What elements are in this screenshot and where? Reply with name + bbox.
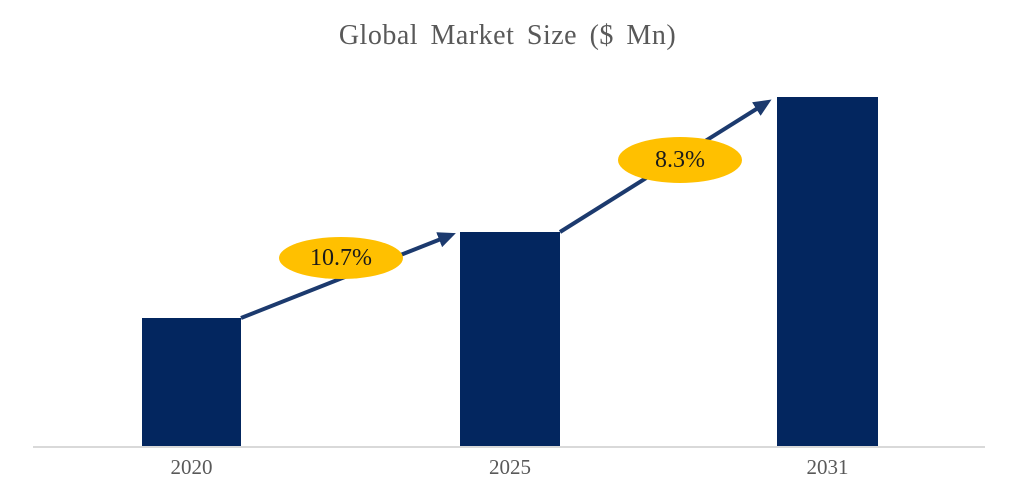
bar-2020 <box>142 318 241 447</box>
chart-title: Global Market Size ($ Mn) <box>338 20 677 51</box>
cagr-label-2020-2025: 10.7% <box>310 245 372 271</box>
bar-2025 <box>460 232 560 447</box>
cagr-label-2025-2031: 8.3% <box>655 147 705 173</box>
bar-2031 <box>777 97 878 447</box>
cagr-bubble-2020-2025: 10.7% <box>279 237 403 279</box>
x-axis-line <box>33 446 985 448</box>
x-tick-label-2025: 2025 <box>489 455 531 479</box>
cagr-bubble-2025-2031: 8.3% <box>618 137 742 183</box>
x-tick-label-2020: 2020 <box>170 455 213 479</box>
x-tick-label-2031: 2031 <box>806 455 849 479</box>
